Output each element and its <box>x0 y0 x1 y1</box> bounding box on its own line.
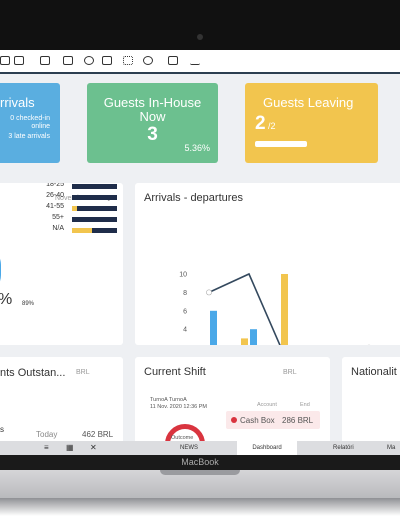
icon[interactable] <box>168 56 178 65</box>
shift-date: 11 Nov. 2020 12:36 PM <box>150 404 207 410</box>
bar <box>241 338 248 345</box>
screen: rrivals 0 checked-in online 3 late arriv… <box>0 50 400 455</box>
notch <box>160 470 240 475</box>
card-text: 0 checked-in <box>10 115 50 122</box>
icon[interactable] <box>0 56 10 65</box>
icon[interactable] <box>190 56 200 65</box>
task[interactable]: NEWS <box>180 445 198 451</box>
card-percent: 5.36% <box>184 143 210 153</box>
y-tick-label: 4 <box>183 327 187 334</box>
age-label: 41-55 <box>46 203 64 210</box>
payments-panel: nts Outstan... BRL s Today 462 BRL <box>0 357 123 455</box>
col-header: Account <box>257 402 277 408</box>
card-title: rrivals <box>0 95 35 110</box>
icon[interactable]: ▦ <box>66 443 74 452</box>
task[interactable]: Relatóri <box>333 445 354 451</box>
account: Cash Box <box>240 416 275 425</box>
camera <box>197 34 203 40</box>
panel-title: Current Shift <box>144 366 206 378</box>
icon[interactable] <box>40 56 50 65</box>
bar <box>210 310 217 345</box>
y-tick-label: 8 <box>183 290 187 297</box>
percent: 89% <box>22 301 35 307</box>
bezel-bottom: MacBook <box>0 455 400 470</box>
age-bar <box>72 206 77 211</box>
icon[interactable] <box>143 56 153 65</box>
icon[interactable] <box>123 56 133 65</box>
nationality-panel: Nationalit <box>342 357 400 455</box>
arrivals-card[interactable]: rrivals 0 checked-in online 3 late arriv… <box>0 83 60 163</box>
line-point <box>206 289 212 296</box>
laptop-label: MacBook <box>181 457 219 467</box>
progress-bar <box>255 141 307 147</box>
age-track <box>72 184 117 189</box>
icon[interactable] <box>84 56 94 65</box>
age-track <box>72 206 117 211</box>
chart: 024681011/Nov12/Nov13/Nov14/Nov15/Nov <box>179 272 371 345</box>
shift-panel: Current Shift BRL TurnoA TurnoA 11 Nov. … <box>135 357 330 455</box>
label: Today <box>36 430 58 439</box>
panel-title: Nationalit <box>351 366 397 378</box>
age-label: 55+ <box>52 214 64 221</box>
age-track <box>72 228 117 233</box>
donut <box>165 424 205 455</box>
card-text: online <box>31 123 50 130</box>
card-value: 2 <box>255 113 266 134</box>
toolbar <box>0 50 400 74</box>
cash-row[interactable]: Cash Box 286 BRL <box>226 411 320 429</box>
laptop-base <box>0 470 400 498</box>
y-tick-label: 6 <box>183 308 187 315</box>
dot <box>231 417 237 423</box>
donut-label: Outcome <box>171 435 194 441</box>
end: 286 BRL <box>282 416 314 425</box>
age-panel: November ⌄ % 89% 0-1718-2526-4041-5555+N… <box>0 183 123 345</box>
icon[interactable] <box>63 56 73 65</box>
bar <box>281 274 288 345</box>
dropdown[interactable]: BRL <box>283 369 297 376</box>
card-value: 3 <box>147 124 158 145</box>
icon[interactable]: ≡ <box>44 443 49 452</box>
big-percent: % <box>0 291 12 309</box>
chart-title: Arrivals - departures <box>144 192 244 204</box>
card-text: 3 late arrivals <box>8 133 50 140</box>
card-title: Guests In-House <box>103 95 202 110</box>
leaving-card[interactable]: Guests Leaving 2 /2 <box>245 83 378 163</box>
col-header: End <box>300 402 310 408</box>
task[interactable]: Ma <box>387 445 396 451</box>
shift-name: TurnoA TurnoA <box>150 397 187 403</box>
amount: 462 BRL <box>82 430 114 439</box>
dropdown[interactable]: November <box>55 195 87 202</box>
dropdown[interactable]: BRL <box>76 369 90 376</box>
age-bar <box>72 228 93 233</box>
age-track <box>72 195 117 200</box>
in-house-card[interactable]: Guests In-House Now 3 5.36% <box>87 83 218 163</box>
line <box>208 272 281 345</box>
card-total: /2 <box>268 121 276 131</box>
taskbar: ≡ ▦ ✕ NEWS Dashboard Relatóri Ma <box>0 441 400 455</box>
age-label: 26-40 <box>46 192 64 199</box>
icon[interactable]: ✕ <box>90 443 97 452</box>
age-label: N/A <box>52 225 64 232</box>
icon[interactable] <box>14 56 24 65</box>
icon[interactable] <box>102 56 112 65</box>
panel-title: nts Outstan... <box>0 367 66 379</box>
age-track <box>72 217 117 222</box>
card-title: Now <box>139 109 166 124</box>
task[interactable]: Dashboard <box>237 441 297 455</box>
bar <box>250 329 257 345</box>
chart-panel: Arrivals - departures 024681011/Nov12/No… <box>135 183 400 345</box>
shadow <box>0 498 400 516</box>
y-tick-label: 10 <box>179 272 187 279</box>
age-label: 18-25 <box>46 183 64 188</box>
card-title: Guests Leaving <box>263 95 354 110</box>
text: s <box>0 425 4 434</box>
